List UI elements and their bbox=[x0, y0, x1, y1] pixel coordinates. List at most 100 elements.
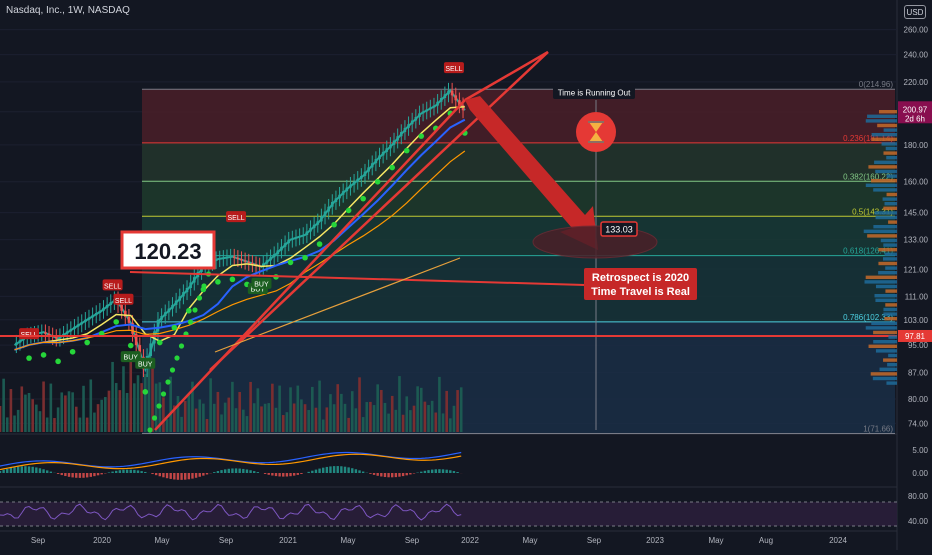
volume-profile-bar bbox=[883, 197, 897, 200]
trailing-stop-dot bbox=[389, 165, 395, 171]
macd-histogram-bar bbox=[119, 470, 121, 473]
macd-histogram-bar bbox=[108, 472, 110, 473]
macd-histogram-bar bbox=[384, 473, 386, 477]
macd-histogram-bar bbox=[278, 473, 280, 476]
candle-body bbox=[186, 288, 189, 292]
candle-body bbox=[404, 128, 407, 132]
candle-body bbox=[95, 313, 98, 315]
volume-bar bbox=[35, 405, 38, 432]
time-tick-label: May bbox=[154, 536, 169, 545]
volume-bar bbox=[53, 418, 56, 432]
candle-body bbox=[240, 259, 243, 260]
candle-body bbox=[396, 136, 399, 140]
volume-profile-bar bbox=[868, 165, 897, 168]
candle-body bbox=[280, 247, 283, 251]
macd-histogram-bar bbox=[50, 472, 52, 473]
price-tick-label: 240.00 bbox=[904, 51, 929, 60]
volume-bar bbox=[275, 408, 278, 432]
trailing-stop-dot bbox=[179, 343, 184, 348]
volume-bar bbox=[304, 404, 307, 432]
candle-body bbox=[313, 225, 316, 228]
macd-histogram-bar bbox=[90, 473, 92, 477]
trailing-stop-dot bbox=[192, 307, 197, 312]
macd-histogram-bar bbox=[380, 473, 382, 477]
macd-histogram-bar bbox=[246, 470, 248, 473]
trailing-stop-dot bbox=[215, 279, 221, 285]
candle-body bbox=[284, 243, 287, 247]
volume-bar bbox=[10, 389, 13, 432]
trailing-stop-dot bbox=[230, 277, 236, 283]
volume-bar bbox=[336, 384, 339, 432]
trailing-stop-dot bbox=[147, 427, 152, 432]
volume-bar bbox=[60, 392, 63, 432]
candle-body bbox=[193, 277, 196, 282]
macd-histogram-bar bbox=[293, 473, 295, 476]
candle-body bbox=[371, 163, 374, 167]
volume-bar bbox=[126, 393, 129, 432]
volume-bar bbox=[227, 398, 230, 432]
volume-bar bbox=[140, 383, 143, 432]
trailing-stop-dot bbox=[157, 340, 163, 346]
candle-body bbox=[106, 305, 109, 308]
macd-histogram-bar bbox=[173, 473, 175, 479]
macd-histogram-bar bbox=[315, 470, 317, 473]
retrospect-line-1: Retrospect is 2020 bbox=[592, 272, 689, 284]
macd-tick-label: 0.00 bbox=[912, 469, 928, 478]
macd-histogram-bar bbox=[351, 468, 353, 473]
volume-profile-bar bbox=[866, 276, 897, 279]
volume-bar bbox=[257, 388, 260, 432]
volume-profile-bar bbox=[867, 115, 897, 118]
candle-body bbox=[102, 308, 105, 311]
macd-histogram-bar bbox=[456, 472, 458, 473]
candle-body bbox=[444, 94, 447, 98]
macd-histogram-bar bbox=[206, 473, 208, 474]
volume-profile-bar bbox=[876, 285, 897, 288]
volume-bar bbox=[202, 404, 205, 432]
volume-bar bbox=[180, 417, 183, 432]
macd-histogram-bar bbox=[68, 473, 70, 477]
volume-profile-bar bbox=[879, 110, 897, 113]
volume-bar bbox=[416, 386, 419, 432]
candle-body bbox=[218, 258, 221, 259]
macd-histogram-bar bbox=[333, 466, 335, 473]
volume-bar bbox=[395, 410, 398, 432]
time-tick-label: 2024 bbox=[829, 536, 847, 545]
volume-bar bbox=[420, 388, 423, 432]
candle-body bbox=[422, 111, 425, 113]
volume-bar bbox=[0, 406, 1, 432]
volume-bar bbox=[129, 352, 132, 432]
candle-body bbox=[320, 216, 323, 221]
candle-body bbox=[66, 331, 69, 333]
macd-histogram-bar bbox=[180, 473, 182, 480]
macd-histogram-bar bbox=[2, 470, 4, 473]
volume-profile-bar bbox=[884, 128, 897, 131]
volume-profile-bar bbox=[888, 220, 897, 223]
macd-histogram-bar bbox=[329, 466, 331, 473]
volume-bar bbox=[282, 415, 285, 432]
candle-body bbox=[302, 235, 305, 236]
currency-button[interactable]: USD bbox=[904, 5, 926, 19]
volume-bar bbox=[209, 378, 212, 432]
volume-profile-bar bbox=[878, 262, 897, 265]
volume-bar bbox=[148, 366, 151, 432]
candle-body bbox=[77, 324, 80, 326]
last-price-label: 200.97 bbox=[903, 105, 928, 114]
volume-profile-bar bbox=[888, 354, 897, 357]
macd-histogram-bar bbox=[166, 473, 168, 478]
volume-bar bbox=[296, 386, 299, 432]
retrospect-line-2: Time Travel is Real bbox=[591, 286, 690, 298]
macd-histogram-bar bbox=[344, 467, 346, 473]
macd-histogram-bar bbox=[224, 469, 226, 473]
candle-body bbox=[316, 221, 319, 224]
macd-histogram-bar bbox=[10, 468, 12, 473]
macd-histogram-bar bbox=[249, 470, 251, 473]
candle-body bbox=[244, 260, 247, 261]
volume-bar bbox=[42, 381, 45, 432]
volume-bar bbox=[387, 414, 390, 432]
volume-bar bbox=[86, 418, 89, 432]
macd-histogram-bar bbox=[449, 470, 451, 473]
macd-histogram-bar bbox=[122, 470, 124, 473]
candle-body bbox=[400, 132, 403, 136]
